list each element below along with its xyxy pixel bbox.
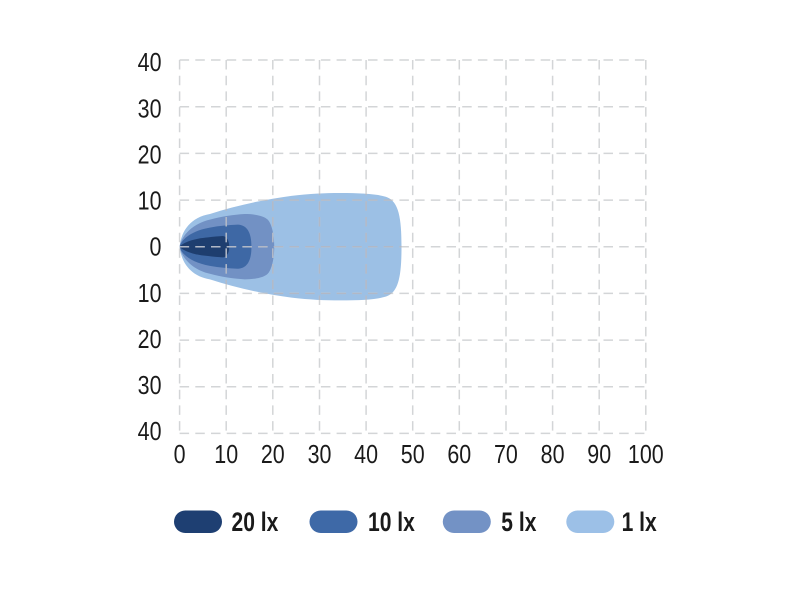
svg-text:30: 30 <box>138 94 162 123</box>
svg-text:1 lx: 1 lx <box>622 508 658 538</box>
svg-text:20 lx: 20 lx <box>232 508 279 538</box>
svg-text:0: 0 <box>150 233 162 262</box>
svg-text:30: 30 <box>308 440 332 469</box>
svg-text:40: 40 <box>138 48 162 77</box>
svg-text:40: 40 <box>138 417 162 446</box>
svg-text:10: 10 <box>214 440 238 469</box>
svg-text:100: 100 <box>628 440 664 469</box>
svg-text:0: 0 <box>174 440 186 469</box>
svg-text:80: 80 <box>541 440 565 469</box>
svg-text:20: 20 <box>138 325 162 354</box>
svg-text:90: 90 <box>587 440 611 469</box>
svg-text:30: 30 <box>138 371 162 400</box>
svg-text:10: 10 <box>138 187 162 216</box>
svg-text:70: 70 <box>494 440 518 469</box>
svg-text:10: 10 <box>138 279 162 308</box>
svg-text:60: 60 <box>447 440 471 469</box>
svg-text:40: 40 <box>354 440 378 469</box>
svg-text:10 lx: 10 lx <box>368 508 415 538</box>
svg-text:5 lx: 5 lx <box>501 508 537 538</box>
svg-text:20: 20 <box>261 440 285 469</box>
svg-text:20: 20 <box>138 140 162 169</box>
svg-text:50: 50 <box>401 440 425 469</box>
